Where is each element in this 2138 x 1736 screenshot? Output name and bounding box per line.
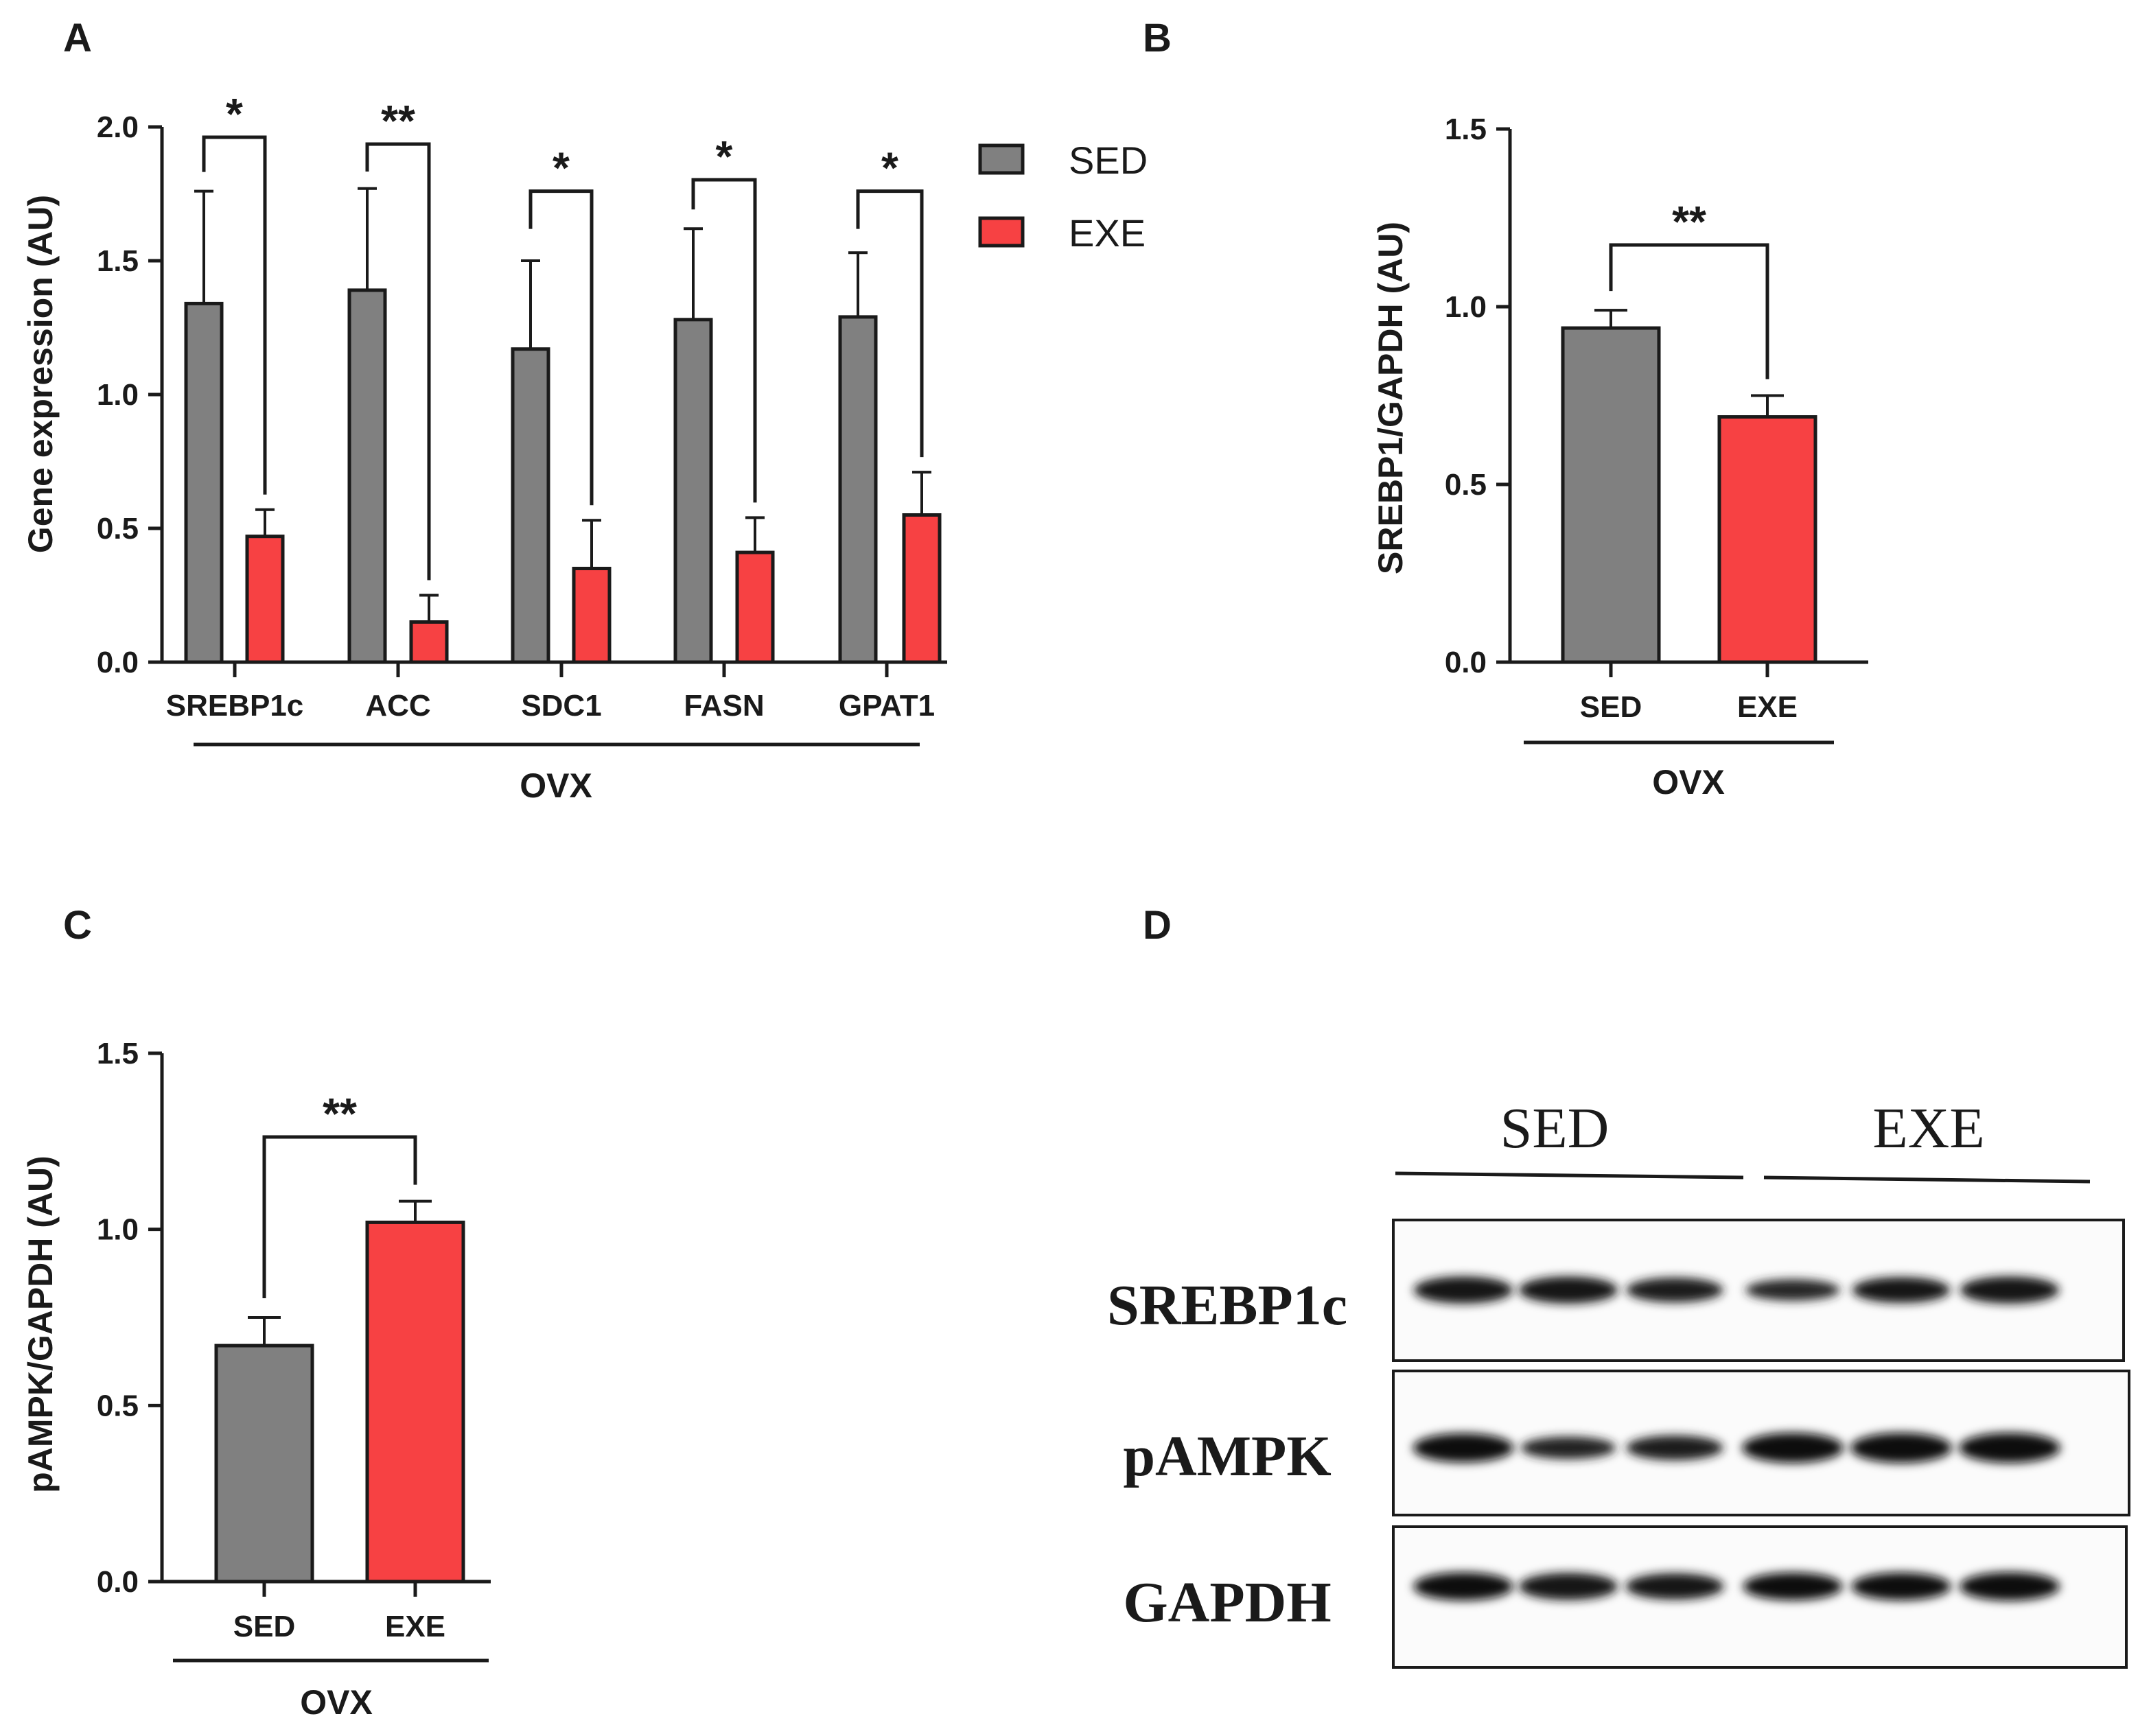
y-tick-label-a: 0.0: [97, 646, 139, 679]
significance-marker-a: *: [881, 143, 898, 193]
significance-bracket-c: [262, 1135, 417, 1298]
blot-band-pampk: [1850, 1433, 1952, 1463]
blot-band-srebp1c: [1626, 1277, 1723, 1303]
y-tick-label-a: 1.0: [97, 378, 139, 412]
group-label-ovx-a: OVX: [520, 766, 592, 805]
significance-bracket-b: [1609, 243, 1769, 379]
significance-bracket-a: [365, 142, 431, 580]
blot-band-gapdh: [1851, 1572, 1951, 1601]
group-label-ovx-b: OVX: [1652, 763, 1725, 801]
blot-band-gapdh: [1625, 1573, 1724, 1600]
legend-a: SED EXE: [978, 139, 1148, 255]
y-axis-title-c: pAMPK/GAPDH (AU): [21, 1156, 60, 1493]
blot-band-gapdh: [1959, 1572, 2060, 1601]
blot-row-label-gapdh: GAPDH: [1123, 1571, 1331, 1634]
blot-band-pampk: [1742, 1433, 1844, 1463]
y-tick-label-c: 1.0: [97, 1213, 139, 1247]
panel-label-b: B: [1143, 16, 1172, 60]
panel-label-d: D: [1143, 903, 1172, 948]
category-label-b: SED: [1580, 690, 1642, 724]
group-label-ovx-c: OVX: [300, 1683, 373, 1722]
bar-sed-a: [838, 315, 878, 664]
significance-marker-a: *: [553, 143, 570, 193]
significance-marker-c: **: [323, 1089, 357, 1138]
y-tick-label-c: 0.0: [97, 1565, 139, 1599]
blot-band-gapdh: [1743, 1572, 1843, 1601]
blot-group-label-exe: EXE: [1872, 1096, 1984, 1160]
bar-exe-a: [902, 513, 942, 664]
blot-row-label-srebp1c: SREBP1c: [1107, 1274, 1347, 1337]
y-tick-label-c: 1.5: [97, 1037, 139, 1070]
panel-b-srebp1-chart: B SREBP1/GAPDH (AU) OVX 0.0 0.5 1.0 1.5 SED E…: [1143, 16, 1868, 801]
significance-marker-a: *: [226, 89, 243, 139]
bar-exe-a: [245, 535, 285, 664]
significance-marker-a: *: [716, 132, 733, 181]
legend-label-exe: EXE: [1069, 211, 1146, 255]
y-tick-label-b: 1.5: [1445, 113, 1487, 146]
blot-band-srebp1c: [1852, 1277, 1951, 1303]
y-tick-label-a: 1.5: [97, 244, 139, 278]
legend-swatch-sed: [978, 143, 1025, 175]
bar-exe-b: [1717, 415, 1817, 664]
bar-sed-a: [184, 301, 224, 664]
y-tick-label-a: 0.5: [97, 512, 139, 546]
significance-bracket-a: [691, 178, 757, 503]
y-tick-label-b: 0.0: [1445, 646, 1487, 679]
y-tick-label-a: 2.0: [97, 110, 139, 144]
y-axis-title-a: Gene expression (AU): [21, 195, 60, 553]
blot-group-line-exe: [1763, 1175, 2091, 1184]
bar-sed-a: [673, 318, 713, 664]
blot-band-gapdh: [1413, 1572, 1513, 1601]
bar-sed-c: [214, 1344, 314, 1584]
bar-exe-c: [365, 1220, 465, 1584]
blot-band-srebp1c: [1745, 1279, 1840, 1301]
panel-c-pampk-chart: C pAMPK/GAPDH (AU) OVX 0.0 0.5 1.0 1.5 SED EX…: [21, 903, 491, 1722]
blot-band-gapdh: [1518, 1573, 1618, 1600]
legend-label-sed: SED: [1069, 139, 1148, 182]
bar-exe-a: [735, 550, 775, 664]
panel-label-c: C: [63, 903, 92, 948]
blot-band-srebp1c: [1960, 1276, 2060, 1304]
bar-exe-a: [409, 620, 449, 664]
category-label-c: SED: [233, 1610, 295, 1643]
y-tick-label-b: 1.0: [1445, 290, 1487, 324]
bar-sed-a: [511, 347, 550, 664]
y-tick-label-b: 0.5: [1445, 468, 1487, 502]
panel-label-a: A: [63, 16, 92, 60]
legend-swatch-exe: [978, 216, 1025, 248]
bar-sed-a: [347, 288, 387, 664]
blot-band-pampk: [1626, 1435, 1723, 1461]
significance-bracket-a: [856, 189, 924, 458]
blot-band-pampk: [1413, 1433, 1514, 1463]
y-tick-label-c: 0.5: [97, 1389, 139, 1422]
category-label-a: SREBP1c: [166, 689, 304, 723]
significance-marker-a: **: [381, 96, 415, 145]
blot-row-label-pampk: pAMPK: [1123, 1424, 1331, 1488]
blot-band-pampk: [1959, 1433, 2060, 1463]
category-label-c: EXE: [385, 1610, 445, 1643]
category-label-a: GPAT1: [839, 689, 935, 723]
panel-a-gene-expression-chart: A Gene expression (AU) OVX 0.0 0.5 1.0 1.5 2…: [21, 16, 1148, 805]
significance-bracket-a: [528, 189, 594, 506]
bar-exe-a: [572, 567, 612, 664]
category-label-b: EXE: [1737, 690, 1798, 724]
blot-group-label-sed: SED: [1500, 1096, 1610, 1160]
y-axis-title-b: SREBP1/GAPDH (AU): [1371, 222, 1410, 574]
bar-sed-b: [1561, 326, 1661, 664]
blot-band-pampk: [1520, 1436, 1616, 1459]
blot-group-line-sed: [1395, 1171, 1744, 1180]
significance-bracket-a: [202, 135, 267, 495]
significance-marker-b: **: [1672, 197, 1706, 246]
panel-d-western-blot: D SED EXE SREBP1c pAMPK GAPDH: [1107, 903, 2130, 1669]
blot-band-srebp1c: [1518, 1276, 1618, 1304]
category-label-a: SDC1: [521, 689, 601, 723]
category-label-a: ACC: [365, 689, 430, 723]
blot-band-srebp1c: [1413, 1276, 1513, 1304]
category-label-a: FASN: [684, 689, 764, 723]
